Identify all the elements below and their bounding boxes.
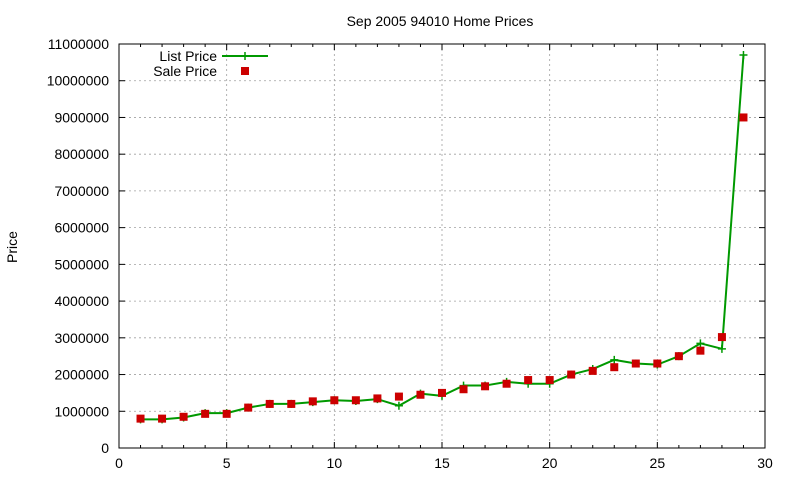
sale-price-point [674, 352, 683, 361]
legend-label-sale-price: Sale Price [153, 63, 217, 79]
y-tick-label: 2000000 [54, 367, 109, 383]
list-price-point [696, 339, 705, 348]
legend-marker-list-price [241, 52, 249, 60]
sale-price-point [545, 376, 554, 385]
sale-price-point [459, 385, 468, 394]
sale-price-point [179, 412, 188, 421]
sale-price-point [717, 333, 726, 342]
y-tick-label: 4000000 [54, 293, 109, 309]
y-tick-label: 3000000 [54, 330, 109, 346]
legend-plus-glyph [241, 52, 249, 60]
x-tick-label: 10 [327, 455, 343, 471]
list-price-point [717, 344, 726, 353]
list-price-point [394, 401, 403, 410]
x-tick-label: 5 [223, 455, 231, 471]
sale-price-point [416, 390, 425, 399]
list-price-point [739, 51, 748, 60]
x-tick-label: 0 [115, 455, 123, 471]
series-layer [136, 51, 748, 424]
sale-price-point [653, 359, 662, 368]
y-tick-label: 7000000 [54, 183, 109, 199]
y-tick-label: 10000000 [47, 73, 110, 89]
sale-price-point [158, 414, 167, 423]
sale-price-point [308, 397, 317, 406]
sale-price-point [373, 394, 382, 403]
sale-price-point [696, 346, 705, 355]
y-tick-label: 5000000 [54, 256, 109, 272]
legend-label-list-price: List Price [159, 48, 217, 64]
chart-title: Sep 2005 94010 Home Prices [347, 13, 534, 29]
legend: List Price Sale Price [153, 48, 268, 79]
y-tick-label: 8000000 [54, 146, 109, 162]
sale-price-point [136, 414, 145, 423]
sale-price-point [631, 359, 640, 368]
legend-swatch-sale-price [241, 67, 249, 75]
sale-price-point [438, 388, 446, 397]
y-tick-label: 11000000 [48, 36, 109, 52]
plot-frame [118, 43, 766, 449]
sale-price-point [351, 396, 360, 405]
x-tick-label: 20 [542, 455, 558, 471]
x-tick-label: 25 [650, 455, 666, 471]
sale-price-point [287, 399, 296, 408]
sale-price-point [588, 366, 597, 375]
axis-ticks: 0 5 10 15 20 25 30 0 1000000 2000000 3000000 400000… [47, 36, 773, 471]
sale-price-point [222, 409, 231, 418]
y-tick-label: 1000000 [54, 403, 109, 419]
sale-price-point [567, 370, 576, 379]
list-price-point [610, 355, 619, 364]
sale-price-point [244, 403, 253, 412]
sale-price-point [265, 399, 274, 408]
sale-price-point [481, 382, 490, 391]
sale-price-point [330, 396, 339, 405]
sale-price-point [524, 376, 533, 385]
sale-price-point [610, 363, 619, 372]
y-tick-label: 0 [101, 440, 109, 456]
x-tick-label: 30 [757, 455, 773, 471]
sale-price-point [739, 113, 748, 122]
y-tick-label: 9000000 [54, 109, 109, 125]
sale-price-point [502, 379, 511, 388]
sale-price-point [201, 409, 210, 418]
x-tick-label: 15 [434, 455, 450, 471]
grid [119, 44, 765, 448]
y-axis-label: Price [4, 231, 20, 263]
y-tick-label: 6000000 [54, 220, 109, 236]
sale-price-point [394, 392, 403, 401]
